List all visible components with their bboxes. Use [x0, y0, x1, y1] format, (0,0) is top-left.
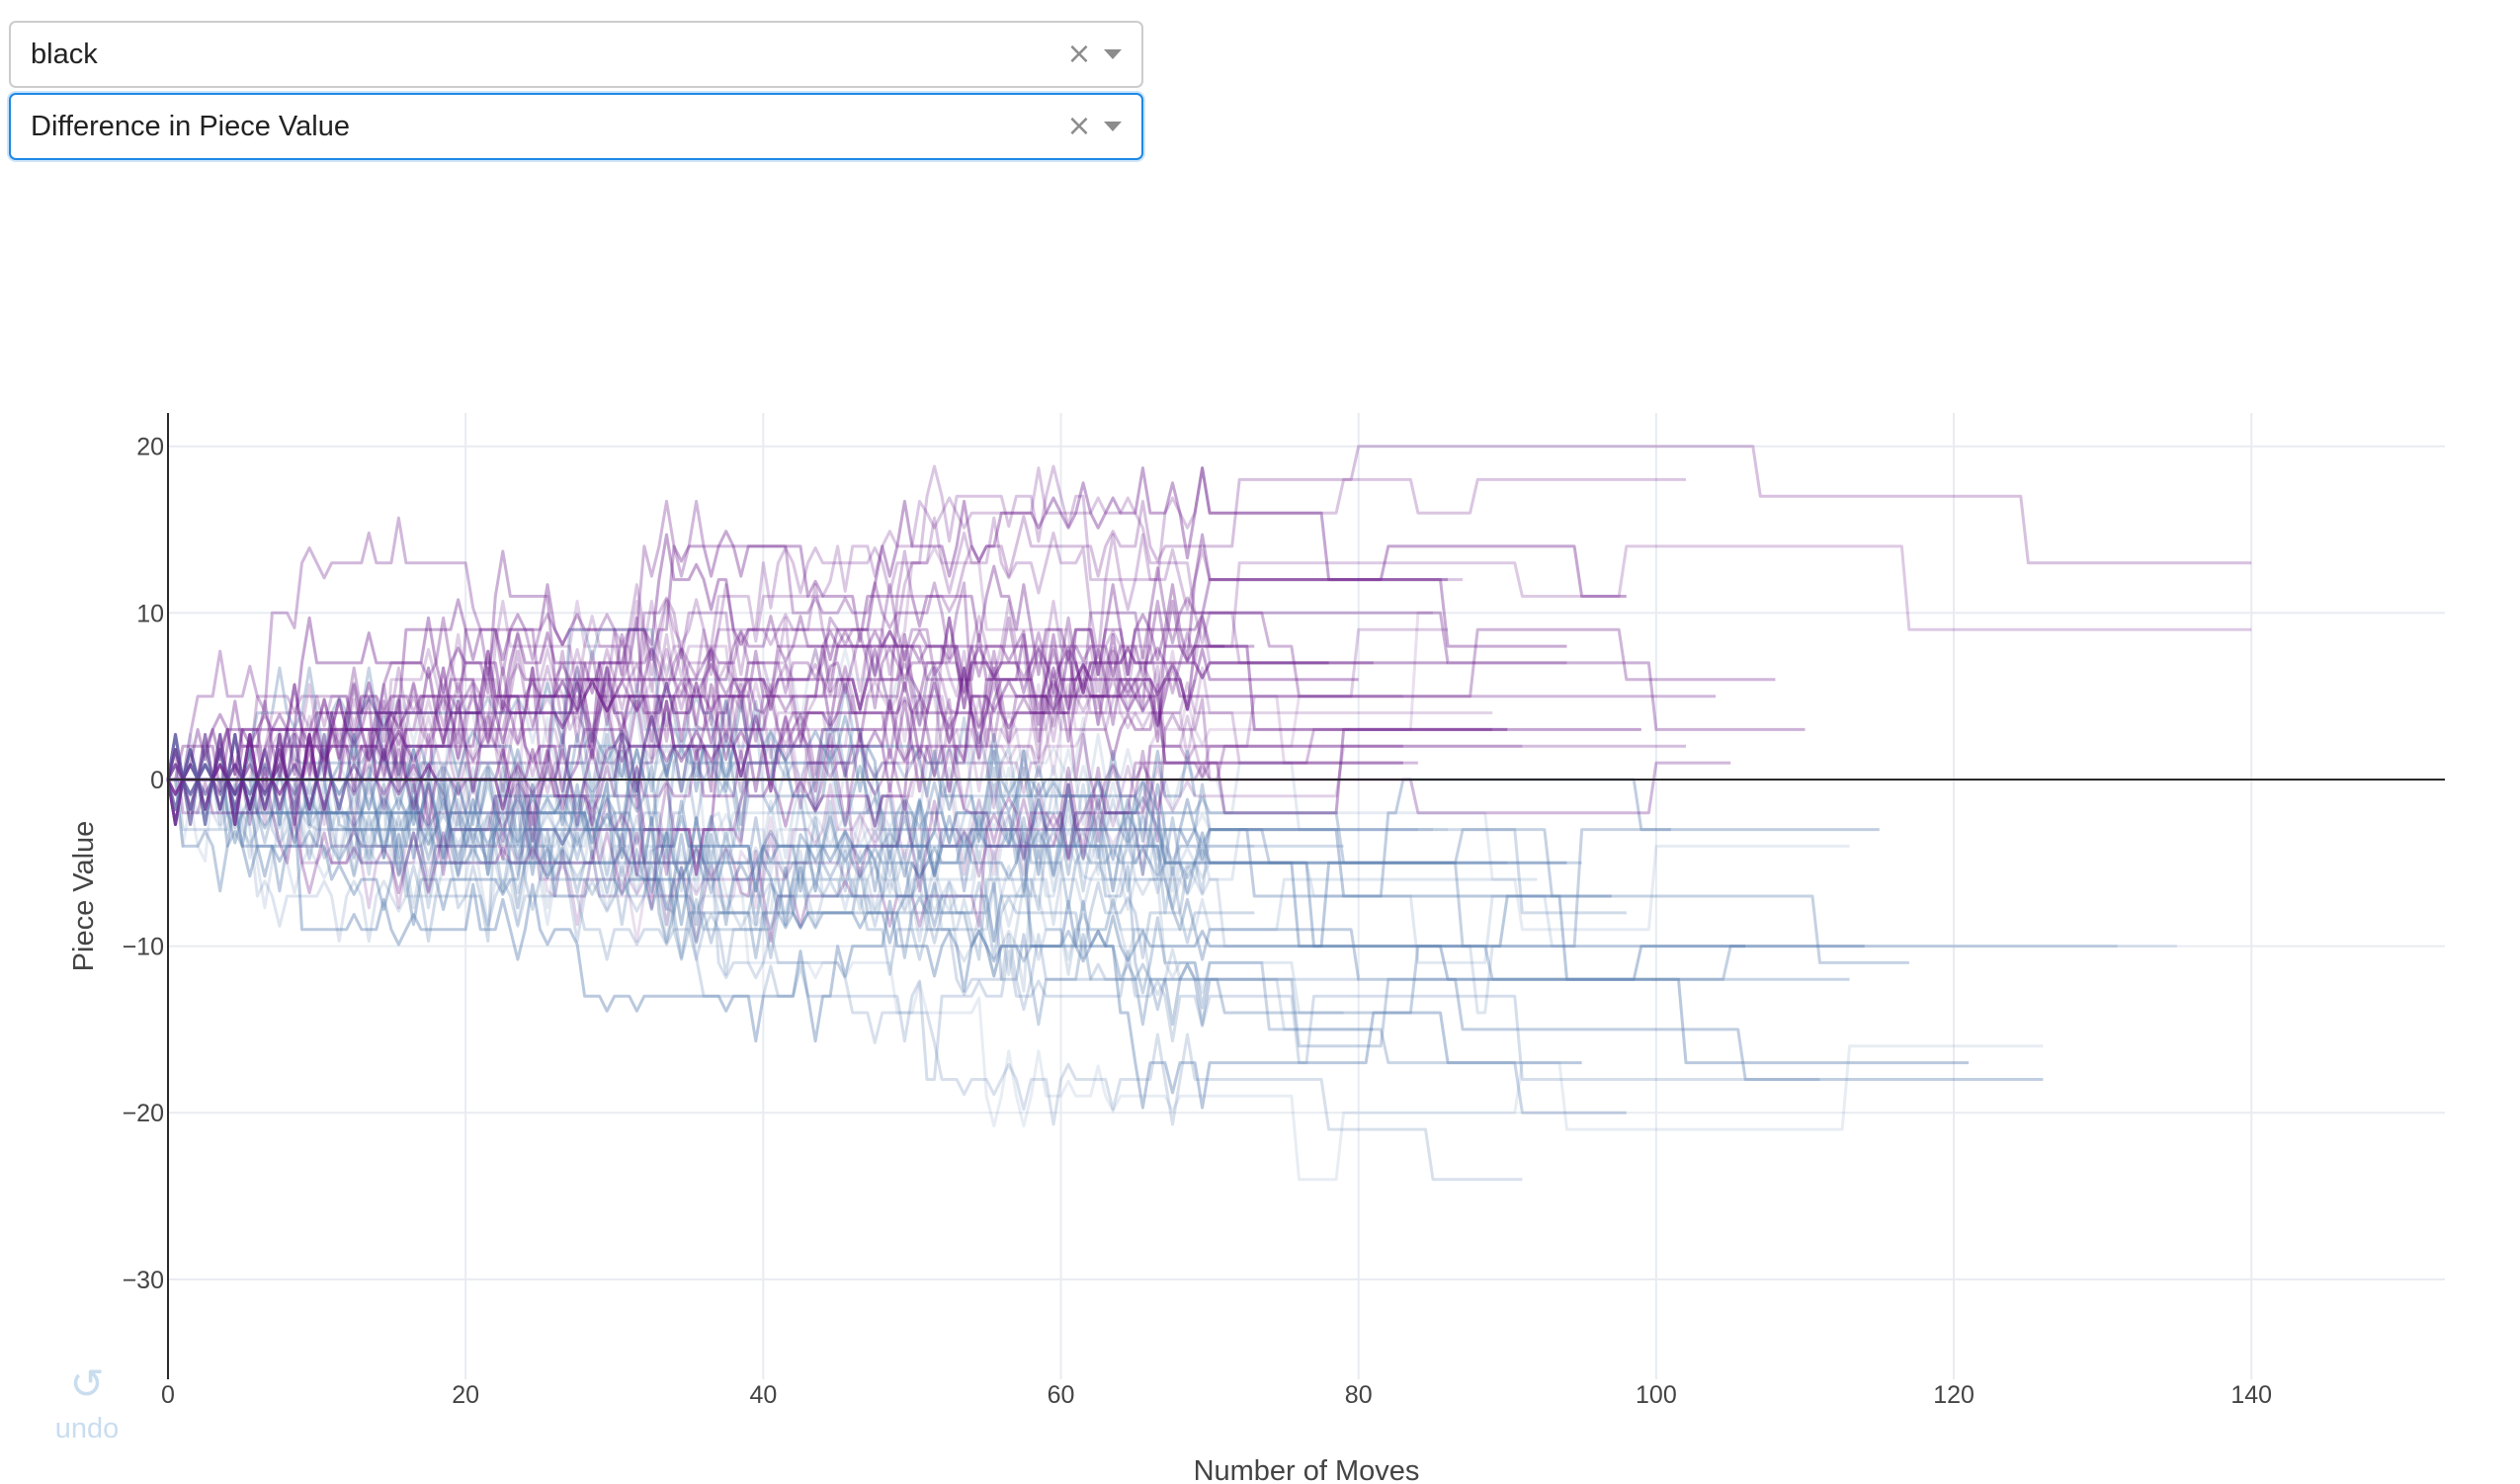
x-tick-label: 100 [1636, 1381, 1677, 1409]
game-series-line [168, 732, 2044, 1081]
game-series-line [168, 714, 1612, 948]
game-series-line [168, 578, 1449, 811]
y-tick-label: −20 [123, 1100, 164, 1127]
game-series-line [168, 616, 1329, 828]
game-series-line [168, 732, 2118, 1015]
game-series-line [166, 616, 1359, 796]
game-series-line [166, 596, 1776, 826]
game-series-line [168, 530, 1567, 826]
y-axis-title: Piece Value [68, 821, 100, 972]
x-tick-label: 140 [2230, 1381, 2272, 1409]
game-series-line [168, 516, 1464, 811]
game-series-line [166, 732, 1344, 1015]
undo-button[interactable]: ↺ undo [49, 1363, 125, 1445]
x-tick-label: 0 [161, 1381, 175, 1409]
game-series-line [166, 763, 1523, 1182]
game-series-line [168, 732, 1523, 927]
y-tick-label: −30 [123, 1267, 164, 1294]
y-tick-label: 10 [136, 600, 164, 627]
x-tick-label: 20 [452, 1381, 479, 1409]
game-series-line [166, 600, 1255, 826]
game-series-line [166, 616, 1449, 826]
game-series-line [168, 544, 2252, 826]
game-series-line [168, 627, 1582, 910]
game-series-line [166, 549, 1225, 811]
game-series-line [166, 748, 1850, 1048]
color-dropdown[interactable]: black × [9, 21, 1143, 88]
game-series-line [166, 732, 1582, 1110]
undo-icon: ↺ [69, 1360, 105, 1408]
game-series-line [168, 716, 1344, 913]
undo-label: undo [54, 1413, 120, 1444]
game-series-line [168, 732, 1255, 930]
x-tick-label: 60 [1048, 1381, 1075, 1409]
game-series-line [168, 649, 1493, 811]
game-series-line [168, 647, 1850, 932]
game-series-line [168, 778, 1255, 976]
game-series-line [166, 695, 1403, 943]
game-series-line [168, 583, 1374, 826]
y-tick-label: 20 [136, 434, 164, 461]
metric-dropdown[interactable]: Difference in Piece Value × [9, 93, 1143, 160]
game-series-line [168, 649, 1641, 876]
game-series-line [168, 666, 1433, 911]
game-series-line [168, 615, 1508, 811]
game-series-line [166, 499, 1717, 826]
game-series-line [166, 466, 1627, 826]
game-series-line [166, 732, 2044, 1182]
game-series-line [166, 748, 1567, 963]
metric-dropdown-value: Difference in Piece Value [31, 110, 350, 142]
game-series-line [168, 600, 1403, 811]
game-series-line [166, 732, 1627, 959]
game-series-line [168, 727, 1627, 1114]
color-dropdown-value: black [31, 38, 98, 70]
game-series-line [168, 666, 1671, 948]
game-series-line [168, 445, 2252, 811]
x-axis-title: Number of Moves [1194, 1455, 1420, 1484]
game-series-line [166, 666, 1731, 876]
clear-icon[interactable]: × [1066, 109, 1092, 143]
game-series-line [166, 649, 1403, 811]
game-series-line [168, 744, 1449, 876]
game-series-line [166, 732, 1820, 1081]
chevron-down-icon[interactable] [1104, 49, 1122, 59]
game-series-line [166, 546, 1493, 826]
chevron-down-icon[interactable] [1104, 122, 1122, 131]
x-tick-label: 80 [1345, 1381, 1373, 1409]
x-tick-label: 40 [749, 1381, 777, 1409]
game-series-line [166, 600, 1449, 811]
game-series-line [166, 466, 1567, 811]
game-series-line [168, 778, 1374, 1031]
y-tick-label: 0 [150, 767, 164, 794]
game-series-line [166, 763, 1359, 1012]
game-series-line [166, 566, 1806, 811]
game-series-line [168, 778, 2177, 964]
x-tick-label: 120 [1933, 1381, 1974, 1409]
game-series-line [168, 714, 1970, 1065]
clear-icon[interactable]: × [1066, 37, 1092, 71]
game-series-line [166, 464, 1686, 826]
game-series-line [166, 611, 1433, 826]
game-series-line [166, 683, 1508, 895]
y-tick-label: −10 [123, 934, 164, 961]
game-series-line [166, 732, 1865, 1027]
series-group [166, 445, 2252, 1182]
